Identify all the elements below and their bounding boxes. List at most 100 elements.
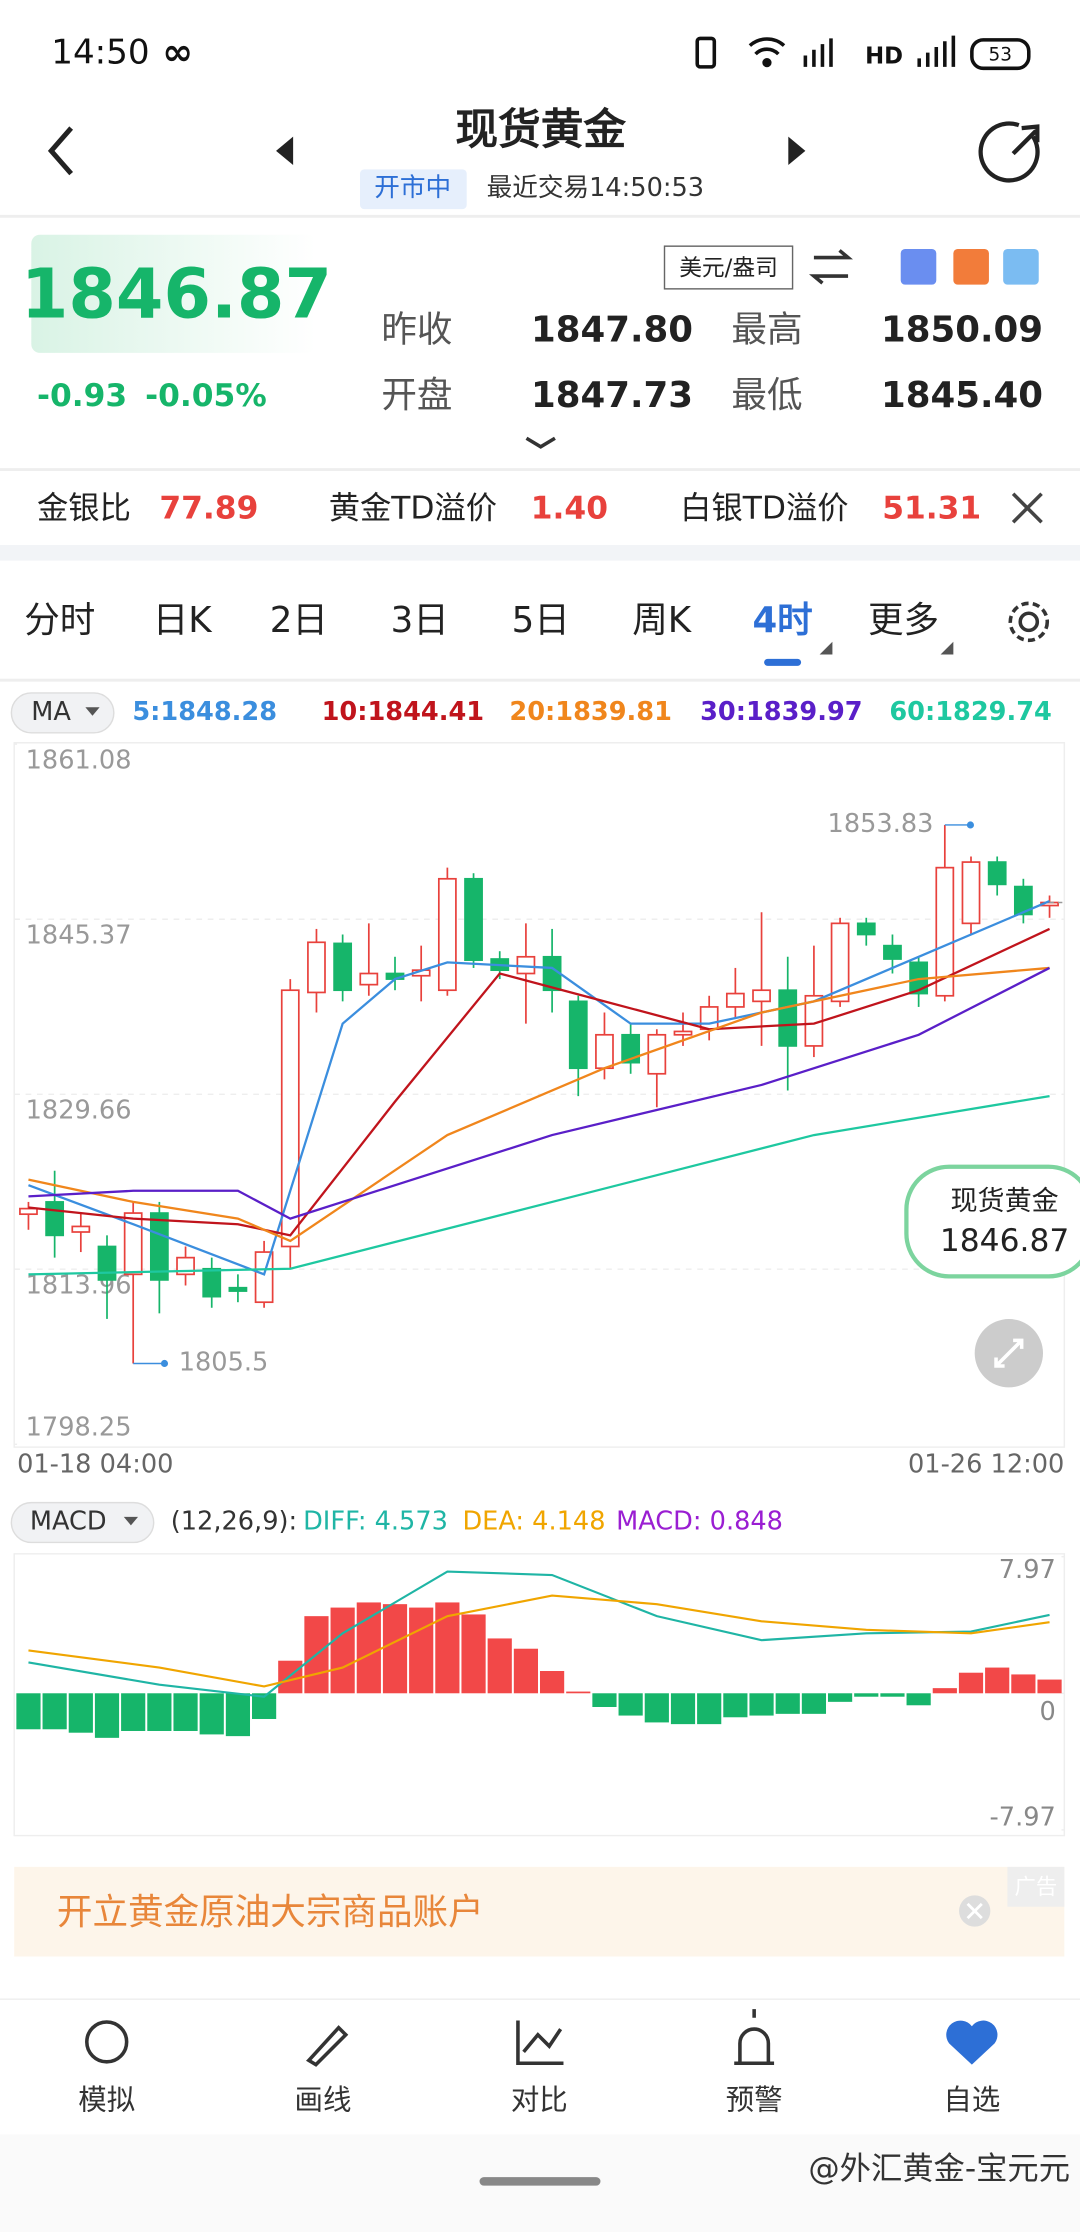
candle-body [595,1033,614,1070]
tab[interactable]: 3日 [391,600,449,641]
candle-body [621,1033,641,1064]
back-button[interactable] [47,126,74,176]
macd-selector[interactable] [10,1501,155,1544]
favorite-icon [946,2020,998,2065]
y-tick-label: 1829.66 [26,1095,132,1125]
candle-body [1013,885,1033,916]
tab[interactable]: 5日 [512,600,570,641]
macd-bar [1037,1679,1062,1694]
ma-selector[interactable] [10,692,115,734]
tab[interactable]: 日K [153,600,214,641]
candle-body [228,1286,248,1292]
macd-bar [409,1607,434,1694]
macd-bar [618,1693,643,1716]
dropdown-arrow [85,707,100,716]
tool-icon[interactable] [900,249,937,285]
macd-bar [278,1660,303,1694]
field-label: 最低 [731,375,802,416]
macd-bar [985,1667,1010,1694]
nav-label[interactable]: 画线 [295,2084,352,2117]
macd-legend: MACD: 0.848 [616,1507,783,1537]
nav-icons [85,2009,775,2067]
ratio-value: 77.89 [159,490,258,526]
macd-bar [880,1693,905,1697]
ad-tag-box [1007,1866,1065,1907]
nav-label[interactable]: 模拟 [78,2084,135,2117]
home-indicator[interactable] [479,2177,601,2186]
fullscreen-icon [994,1338,1024,1368]
nav-label[interactable]: 自选 [943,2084,1000,2117]
macd-bar [1011,1674,1036,1694]
tab[interactable]: 4时 [752,600,812,641]
price-tag-title: 现货黄金 [951,1186,1059,1217]
macd-bar [382,1604,408,1694]
legend-item: 30:1839.97 [700,697,863,727]
close-ratio[interactable] [1011,492,1043,524]
ad-banner[interactable] [14,1866,1065,1957]
y-tick-label: 1798.25 [26,1413,132,1443]
legend-item: 5:1848.28 [132,697,277,727]
price: 1846.87 [21,255,332,334]
candle-body [856,922,876,936]
macd-bar [513,1648,539,1694]
y-tick-label: 0 [1040,1697,1056,1727]
tab[interactable]: 周K [632,600,693,641]
nav-label[interactable]: 对比 [511,2084,568,2117]
tool-icon[interactable] [1003,249,1039,285]
ad-close-x [966,1902,983,1920]
refresh-button[interactable] [978,121,1040,183]
tab[interactable]: 2日 [270,600,328,641]
candle-body [359,972,379,986]
change: -0.93 [37,378,127,414]
infinity-icon: ∞ [162,31,193,74]
ratio-value: 1.40 [531,490,608,526]
tab[interactable]: 更多 [868,600,939,641]
y-tick-label: 1861.08 [26,745,132,775]
macd-legend: DEA: 4.148 [462,1507,605,1537]
macd-bar [16,1693,41,1730]
macd-bar [644,1693,669,1723]
last-trade: 最近交易14:50:53 [487,173,704,203]
macd-bar [147,1693,172,1731]
field-label: 最高 [731,310,802,351]
ratio-label: 白银TD溢价 [680,490,848,526]
prev-button[interactable] [276,136,294,166]
nav-label[interactable]: 预警 [726,2084,783,2117]
candle-body [464,877,483,961]
macd-params: (12,26,9): [171,1507,297,1537]
macd-bar [461,1614,486,1694]
candle-body [97,1245,117,1281]
max-label: 1853.83 [828,809,934,839]
macd-bar [225,1693,251,1737]
macd-bar [958,1672,984,1694]
tool-icon[interactable] [953,249,989,285]
candle-body [699,1006,719,1031]
macd-bar [330,1607,355,1694]
status-icons [695,35,1031,71]
y-tick-label: 1845.37 [26,920,132,950]
field-label: 昨收 [381,310,452,351]
candle-body [333,942,353,992]
unit-box[interactable] [663,245,794,290]
settings-button[interactable] [1008,601,1050,643]
expand-chevron[interactable] [525,436,556,449]
field-value: 1847.73 [531,375,693,416]
candle-body [45,1201,65,1237]
field-value: 1845.40 [881,375,1043,416]
macd-bar [932,1688,957,1694]
macd-legend: DIFF: 4.573 [303,1507,448,1537]
candle-body [935,866,955,997]
next-button[interactable] [788,136,806,166]
indicator-line [28,927,1051,1237]
macd-bar [828,1693,853,1702]
macd-bar [775,1693,800,1714]
tab[interactable]: 分时 [24,600,95,641]
macd-bar [540,1670,565,1694]
candle-body [961,861,981,925]
swap-icon[interactable] [809,249,853,285]
y-tick-label: 7.97 [999,1555,1056,1585]
price-box [31,234,316,353]
candle-body [437,877,457,992]
